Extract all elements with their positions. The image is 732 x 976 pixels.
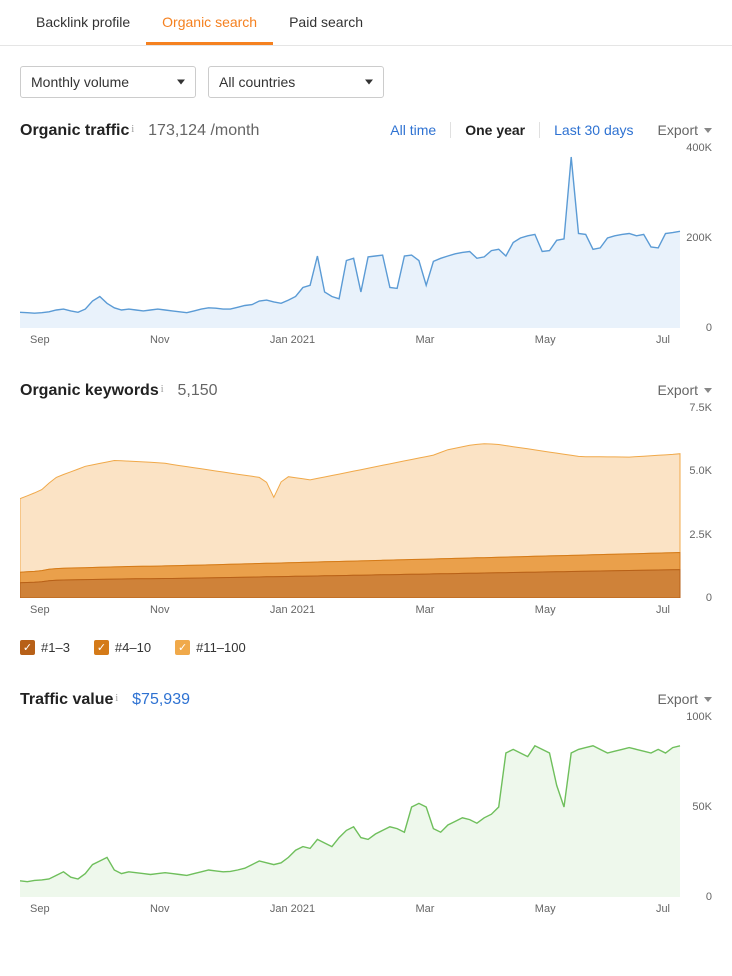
checkbox-icon: ✓ bbox=[94, 640, 109, 655]
panel-value[interactable]: $75,939 bbox=[132, 691, 190, 709]
x-tick-label: Sep bbox=[30, 903, 50, 915]
tab-backlink-profile[interactable]: Backlink profile bbox=[20, 0, 146, 45]
legend-label: #11–100 bbox=[196, 640, 246, 655]
legend-label: #4–10 bbox=[115, 640, 151, 655]
tab-organic-search[interactable]: Organic search bbox=[146, 0, 273, 45]
panel-title: Organic traffic bbox=[20, 122, 129, 140]
checkbox-icon: ✓ bbox=[20, 640, 35, 655]
export-button[interactable]: Export bbox=[658, 122, 712, 138]
export-button[interactable]: Export bbox=[658, 382, 712, 398]
range-last-30-days[interactable]: Last 30 days bbox=[540, 122, 657, 138]
export-button[interactable]: Export bbox=[658, 691, 712, 707]
x-tick-label: Mar bbox=[415, 903, 434, 915]
tab-paid-search[interactable]: Paid search bbox=[273, 0, 379, 45]
x-tick-label: Mar bbox=[415, 334, 434, 346]
range-one-year[interactable]: One year bbox=[451, 122, 540, 138]
x-tick-label: May bbox=[535, 334, 556, 346]
y-tick-label: 200K bbox=[686, 232, 712, 244]
info-icon[interactable]: i bbox=[131, 124, 134, 135]
x-tick-label: Sep bbox=[30, 604, 50, 616]
y-tick-label: 0 bbox=[706, 592, 712, 604]
panel-title: Organic keywords bbox=[20, 382, 159, 400]
info-icon[interactable]: i bbox=[115, 693, 118, 704]
chart bbox=[20, 408, 712, 598]
chevron-down-icon bbox=[704, 697, 712, 702]
legend-item[interactable]: ✓ #4–10 bbox=[94, 640, 151, 655]
country-selector[interactable]: All countries bbox=[208, 66, 384, 98]
x-tick-label: Sep bbox=[30, 334, 50, 346]
panel-value: 173,124 /month bbox=[148, 122, 259, 140]
y-tick-label: 0 bbox=[706, 322, 712, 334]
chevron-down-icon bbox=[704, 128, 712, 133]
info-icon[interactable]: i bbox=[161, 384, 164, 395]
legend-item[interactable]: ✓ #1–3 bbox=[20, 640, 70, 655]
y-tick-label: 100K bbox=[686, 711, 712, 723]
checkbox-icon: ✓ bbox=[175, 640, 190, 655]
y-tick-label: 5.0K bbox=[689, 465, 712, 477]
x-tick-label: Nov bbox=[150, 903, 170, 915]
x-tick-label: Mar bbox=[415, 604, 434, 616]
chart bbox=[20, 148, 712, 328]
x-tick-label: May bbox=[535, 604, 556, 616]
y-tick-label: 400K bbox=[686, 142, 712, 154]
x-tick-label: Jul bbox=[656, 334, 670, 346]
value-panel: Traffic value i $75,939 Export 0 50K 100K S… bbox=[20, 691, 712, 915]
y-tick-label: 2.5K bbox=[689, 529, 712, 541]
x-tick-label: Jul bbox=[656, 903, 670, 915]
legend-item[interactable]: ✓ #11–100 bbox=[175, 640, 246, 655]
y-tick-label: 7.5K bbox=[689, 402, 712, 414]
x-tick-label: Jan 2021 bbox=[270, 903, 315, 915]
legend-label: #1–3 bbox=[41, 640, 70, 655]
keywords-panel: Organic keywords i 5,150 Export 0 2.5K 5.0… bbox=[20, 382, 712, 655]
chevron-down-icon bbox=[704, 388, 712, 393]
panel-title: Traffic value bbox=[20, 691, 113, 709]
panel-value: 5,150 bbox=[178, 382, 218, 400]
volume-selector[interactable]: Monthly volume bbox=[20, 66, 196, 98]
y-tick-label: 0 bbox=[706, 891, 712, 903]
x-tick-label: Jan 2021 bbox=[270, 334, 315, 346]
x-tick-label: Nov bbox=[150, 334, 170, 346]
chart bbox=[20, 717, 712, 897]
x-tick-label: Jan 2021 bbox=[270, 604, 315, 616]
y-tick-label: 50K bbox=[692, 801, 712, 813]
x-tick-label: Nov bbox=[150, 604, 170, 616]
x-tick-label: May bbox=[535, 903, 556, 915]
range-all-time[interactable]: All time bbox=[376, 122, 451, 138]
traffic-panel: Organic traffic i 173,124 /month All tim… bbox=[20, 122, 712, 346]
x-tick-label: Jul bbox=[656, 604, 670, 616]
